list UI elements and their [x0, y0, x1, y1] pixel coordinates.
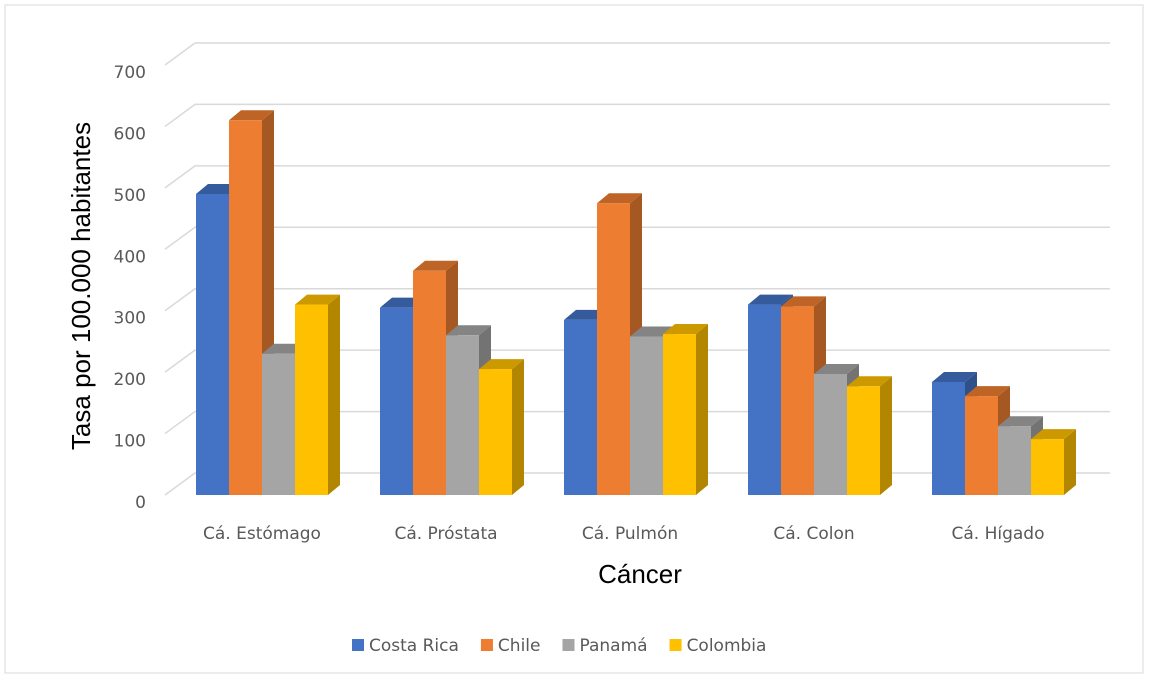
bar	[748, 304, 781, 495]
legend-swatch	[352, 639, 364, 651]
x-axis-title: Cáncer	[598, 559, 682, 589]
x-tick-label: Cá. Colon	[773, 524, 854, 544]
y-tick-label: 100	[114, 432, 146, 452]
bar-top	[295, 294, 340, 305]
bar	[597, 203, 630, 495]
bar	[229, 120, 262, 496]
bar	[262, 353, 295, 495]
grid-line	[164, 165, 1110, 189]
bar-top	[932, 371, 977, 382]
bar-top	[229, 110, 274, 121]
bar-side	[512, 359, 524, 495]
bar-top	[663, 324, 708, 335]
y-tick-label: 0	[135, 493, 146, 513]
y-tick-label: 500	[114, 186, 146, 206]
y-tick-label: 600	[114, 124, 146, 144]
bar-top	[479, 359, 524, 370]
grid-line	[164, 226, 1110, 250]
bar	[932, 381, 965, 495]
legend-swatch	[669, 639, 682, 651]
bar-top	[748, 294, 793, 305]
bar-top	[597, 193, 642, 204]
x-tick-label: Cá. Estómago	[203, 524, 321, 544]
bar-top	[781, 296, 826, 307]
legend-label: Chile	[498, 636, 541, 656]
legend-label: Panamá	[579, 636, 647, 656]
bar-side	[328, 294, 340, 495]
grid-line	[164, 42, 1110, 66]
bar	[630, 336, 663, 495]
y-axis-title: Tasa por 100.000 habitantes	[66, 122, 96, 450]
grid-line	[164, 287, 1110, 312]
bar	[380, 307, 413, 495]
bar	[998, 426, 1031, 495]
bar	[413, 270, 446, 495]
bar-side	[1064, 429, 1076, 495]
bar-top	[1031, 429, 1076, 440]
bar	[446, 335, 479, 495]
bar	[781, 306, 814, 495]
bar-top	[814, 363, 859, 374]
legend-swatch	[562, 639, 575, 651]
bar	[196, 194, 229, 495]
bar	[564, 319, 597, 495]
bar	[663, 334, 696, 495]
bar-top	[847, 376, 892, 387]
legend-label: Colombia	[687, 636, 767, 656]
bar-top	[965, 386, 1010, 397]
legend-swatch	[480, 639, 493, 651]
y-tick-label: 300	[114, 309, 146, 329]
bar-side	[880, 376, 892, 495]
grid-line	[164, 103, 1110, 128]
bar	[814, 373, 847, 495]
bar-top	[998, 416, 1043, 427]
bar-top	[413, 260, 458, 271]
bar	[847, 386, 880, 495]
y-tick-label: 200	[114, 370, 146, 390]
x-tick-label: Cá. Hígado	[951, 524, 1044, 544]
bar	[1031, 439, 1064, 495]
x-tick-label: Cá. Próstata	[394, 524, 497, 544]
y-tick-label: 400	[114, 247, 146, 267]
legend-label: Costa Rica	[369, 636, 459, 656]
bar	[295, 304, 328, 495]
bar	[965, 396, 998, 495]
bar-side	[696, 324, 708, 495]
bar	[479, 369, 512, 495]
bar-top	[446, 325, 491, 336]
y-tick-label: 700	[114, 63, 146, 83]
x-tick-label: Cá. Pulmón	[582, 524, 678, 544]
